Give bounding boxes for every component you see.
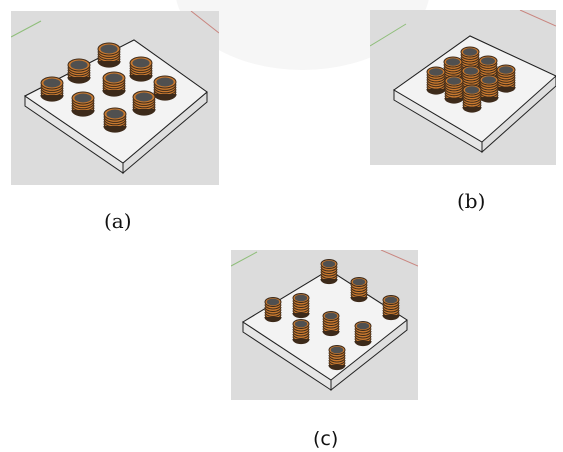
coil-c-3 [382,295,400,321]
panel-b-red-axis [519,10,556,27]
coil-a-8 [71,91,95,117]
panel-b-svg [370,10,556,165]
coil-a-7 [40,76,64,102]
panel-b-green-axis [370,23,407,47]
panel-b-coils [426,46,516,113]
panel-c-render [231,250,418,400]
coil-a-4 [67,58,91,84]
caption-b: (b) [457,189,486,213]
caption-a: (a) [104,209,132,233]
panel-c-svg [231,250,418,400]
caption-c: (c) [313,428,339,450]
coil-b-6 [479,74,499,103]
panel-a-svg [11,11,219,185]
coil-c-6 [354,321,372,347]
panel-a-green-axis [11,20,42,38]
coil-b-8 [444,75,464,104]
coil-a-9 [103,107,127,133]
panel-c-coils [264,259,400,371]
coil-a-1 [97,42,121,68]
coil-a-3 [153,75,177,101]
coil-b-3 [496,64,516,93]
coil-a-5 [102,71,126,97]
coil-c-1 [320,259,338,285]
coil-c-2 [350,277,368,303]
coil-c-5 [322,311,340,337]
coil-b-7 [426,66,446,95]
panel-b-render [370,10,556,165]
coil-a-6 [132,90,156,116]
coil-c-8 [292,319,310,345]
panel-a-render [11,11,219,185]
panel-c-green-axis [231,251,258,267]
coil-a-2 [129,56,153,82]
coil-c-4 [292,293,310,319]
coil-c-7 [264,297,282,323]
coil-c-9 [328,345,346,371]
panel-c-red-axis [380,250,418,267]
panel-a-red-axis [190,11,219,34]
panel-a-coils [40,42,177,133]
coil-b-9 [462,84,482,113]
